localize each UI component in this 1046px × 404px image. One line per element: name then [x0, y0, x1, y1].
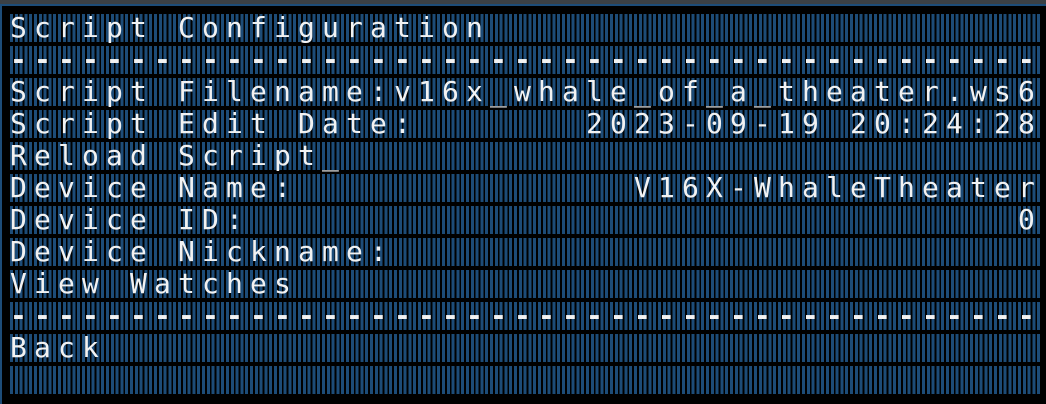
reload-script-label: Reload Script_: [10, 139, 346, 172]
menu-item-device-nickname[interactable]: Device Nickname:: [10, 238, 1042, 266]
page-title: Script Configuration: [10, 11, 490, 44]
menu-item-script-filename[interactable]: Script Filename: v16x_whale_of_a_theater.…: [10, 78, 1042, 106]
edit-date-value: 2023-09-19 20:24:28: [586, 107, 1042, 140]
edit-date-label: Script Edit Date:: [10, 107, 418, 140]
menu-item-device-id[interactable]: Device ID: 0: [10, 206, 1042, 234]
device-nickname-label: Device Nickname:: [10, 235, 394, 268]
filename-value: v16x_whale_of_a_theater.ws6: [394, 75, 1042, 108]
device-id-value: 0: [1018, 203, 1042, 236]
separator-bottom: ----------------------------------------…: [10, 302, 1042, 330]
back-label: Back: [10, 331, 106, 364]
device-name-value: V16X-WhaleTheater: [634, 171, 1042, 204]
divider: ----------------------------------------…: [10, 43, 1042, 76]
menu-item-device-name[interactable]: Device Name: V16X-WhaleTheater: [10, 174, 1042, 202]
view-watches-label: View Watches: [10, 267, 298, 300]
menu-item-script-edit-date[interactable]: Script Edit Date: 2023-09-19 20:24:28: [10, 110, 1042, 138]
divider: ----------------------------------------…: [10, 299, 1042, 332]
filename-label: Script Filename:: [10, 75, 394, 108]
title-row: Script Configuration: [10, 14, 1042, 42]
device-name-label: Device Name:: [10, 171, 298, 204]
back-button[interactable]: Back: [10, 334, 1042, 362]
separator-top: ----------------------------------------…: [10, 46, 1042, 74]
empty-row: [10, 366, 1042, 394]
menu-item-view-watches[interactable]: View Watches: [10, 270, 1042, 298]
menu-item-reload-script[interactable]: Reload Script_: [10, 142, 1042, 170]
device-id-label: Device ID:: [10, 203, 250, 236]
